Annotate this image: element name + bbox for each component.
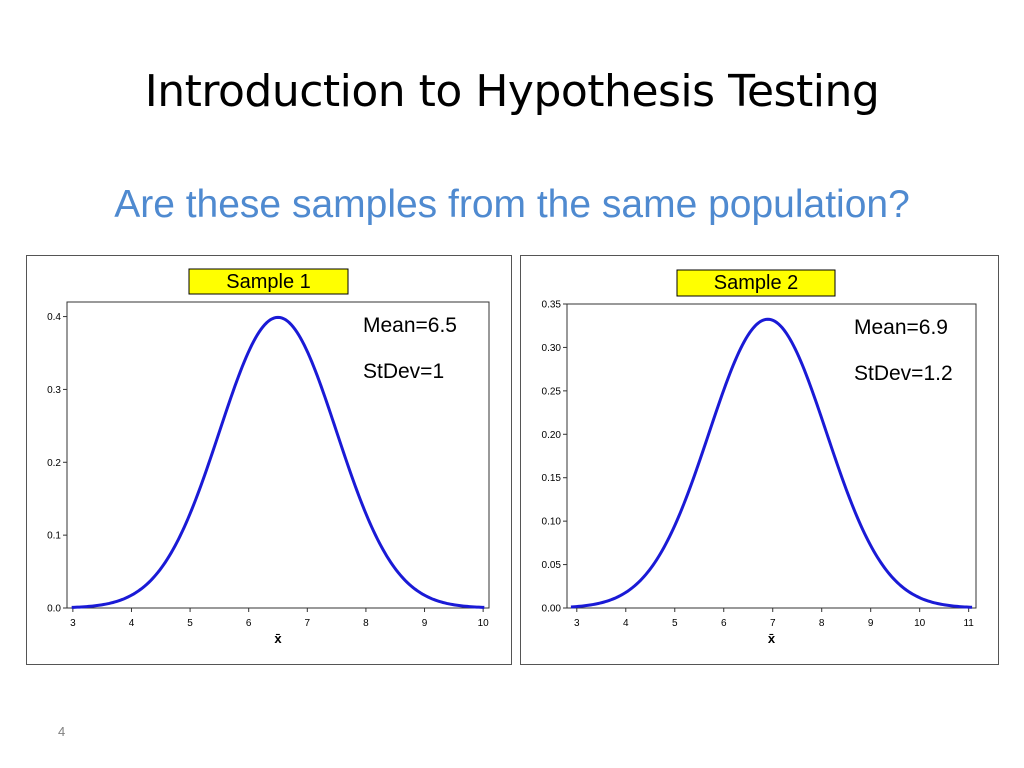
plot-frame [566, 303, 977, 609]
x-tick-label: 3 [574, 618, 580, 629]
page-number: 4 [58, 724, 66, 739]
y-tick-label: 0.25 [542, 386, 562, 397]
annotation-mean: Mean=6.9 [854, 316, 948, 339]
x-tick-label: 10 [914, 618, 926, 629]
x-tick-label: 3 [70, 618, 76, 629]
y-tick-label: 0.05 [542, 560, 562, 571]
y-tick-label: 0.20 [542, 430, 562, 441]
chart-title: Sample 1 [226, 271, 311, 293]
x-tick-label: 7 [305, 618, 311, 629]
x-tick-label: 5 [187, 618, 193, 629]
x-tick-label: 7 [770, 618, 776, 629]
y-tick-label: 0.10 [542, 517, 562, 528]
plot-frame [66, 301, 490, 609]
x-tick-label: 9 [868, 618, 874, 629]
y-tick-label: 0.00 [542, 604, 562, 615]
x-tick-label: 5 [672, 618, 678, 629]
density-curve [570, 317, 973, 609]
sample-label-box [676, 269, 836, 297]
annotation-mean: Mean=6.5 [363, 314, 457, 337]
y-tick-label: 0.35 [542, 300, 562, 311]
x-tick-label: 6 [721, 618, 727, 629]
x-tick-label: 9 [422, 618, 428, 629]
x-tick-label: 8 [363, 618, 369, 629]
x-axis-label: x̄ [274, 631, 282, 646]
chart-panel-sample-2: Sample 2 0.00 0.05 0.10 0.15 0.20 0.25 0.30 0.35… [520, 255, 999, 665]
x-tick-label: 4 [623, 618, 629, 629]
sample-label-box [188, 268, 349, 295]
y-tick-label: 0.15 [542, 473, 562, 484]
chart-title: Sample 2 [714, 272, 799, 294]
y-tick-label: 0.4 [47, 312, 61, 323]
x-tick-label: 10 [478, 618, 490, 629]
x-tick-label: 8 [819, 618, 825, 629]
slide-title: Introduction to Hypothesis Testing [144, 66, 880, 117]
x-tick-label: 6 [246, 618, 252, 629]
annotation-stdev: StDev=1 [363, 360, 444, 383]
y-tick-label: 0.1 [47, 531, 61, 542]
chart-sample-1: Sample 1 0.0 0.1 0.2 0.3 0.4 3 4 5 6 7 8 9 10 x̄ Mean=6… [47, 268, 490, 646]
y-tick-label: 0.30 [542, 343, 562, 354]
chart-panel-sample-1: Sample 1 0.0 0.1 0.2 0.3 0.4 3 4 5 6 7 8 9 10 x̄ Mean=6… [26, 255, 512, 665]
chart-sample-2: Sample 2 0.00 0.05 0.10 0.15 0.20 0.25 0.30 0.35… [542, 269, 977, 646]
y-tick-label: 0.0 [47, 604, 61, 615]
y-tick-label: 0.2 [47, 458, 61, 469]
density-curve [71, 315, 485, 609]
x-tick-label: 11 [963, 618, 974, 629]
slide-subtitle: Are these samples from the same populati… [114, 183, 910, 226]
annotation-stdev: StDev=1.2 [854, 362, 953, 385]
x-tick-label: 4 [129, 618, 135, 629]
y-tick-label: 0.3 [47, 385, 61, 396]
x-axis-label: x̄ [768, 631, 776, 646]
